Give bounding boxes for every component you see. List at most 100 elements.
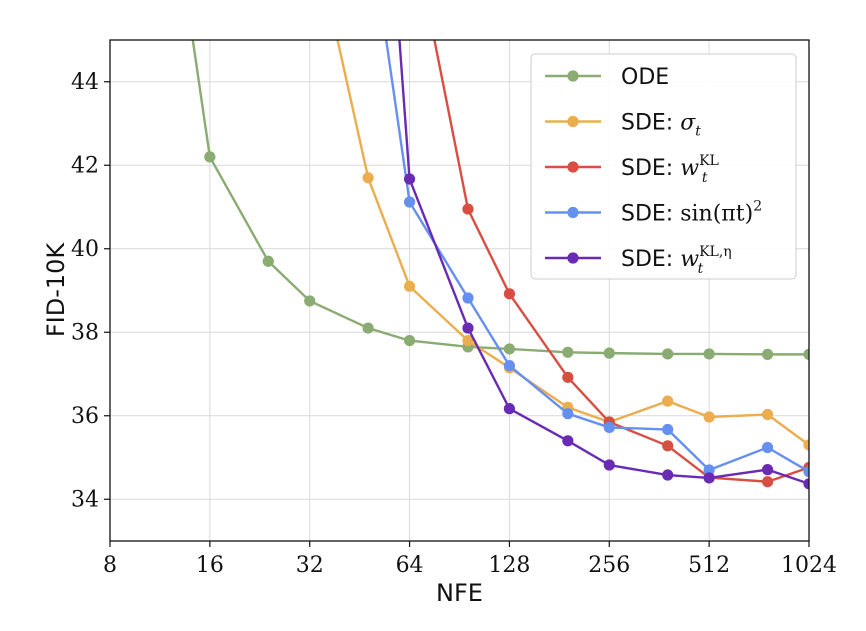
data-point bbox=[304, 295, 316, 307]
legend-label: SDE: wKL,η t bbox=[621, 244, 732, 277]
series-line bbox=[384, 40, 809, 473]
legend-label-part: SDE: bbox=[621, 202, 680, 227]
x-tick-label: 512 bbox=[688, 553, 730, 578]
data-point bbox=[803, 348, 809, 360]
legend-marker bbox=[567, 70, 579, 82]
legend-label-part: t bbox=[695, 124, 701, 140]
legend-label-part: SDE: bbox=[621, 156, 680, 181]
legend-marker bbox=[567, 161, 579, 173]
legend-marker bbox=[567, 115, 579, 128]
data-point bbox=[761, 408, 774, 421]
x-tick-label: 32 bbox=[296, 553, 324, 578]
legend-marker bbox=[567, 206, 579, 219]
data-point bbox=[603, 459, 615, 471]
legend-label-part: σ bbox=[680, 111, 696, 136]
legend-label: SDE: wKL t bbox=[621, 153, 719, 186]
data-point bbox=[262, 255, 274, 267]
data-point bbox=[703, 348, 715, 360]
series-line bbox=[191, 40, 809, 356]
data-point bbox=[503, 343, 516, 355]
data-point bbox=[403, 280, 416, 292]
data-point bbox=[462, 292, 474, 304]
data-point bbox=[462, 322, 474, 334]
data-point bbox=[703, 464, 715, 476]
legend-item: SDE: wKL,η t bbox=[545, 244, 732, 277]
legend-label-part: t bbox=[702, 170, 708, 186]
data-point bbox=[503, 288, 516, 300]
y-tick-label: 38 bbox=[71, 320, 99, 345]
legend-label-part: SDE: bbox=[621, 111, 680, 136]
x-tick-label: 64 bbox=[396, 553, 424, 578]
legend-label-part: w bbox=[680, 247, 699, 272]
data-point bbox=[503, 360, 516, 372]
y-tick-label: 42 bbox=[71, 153, 99, 178]
legend-item: SDE: sin(πt)2 bbox=[545, 199, 762, 227]
data-point bbox=[462, 203, 474, 215]
data-point bbox=[662, 440, 674, 452]
legend-item: ODE bbox=[545, 65, 669, 90]
y-axis-title: FID-10K bbox=[42, 242, 70, 338]
data-point bbox=[761, 464, 774, 476]
legend-label-part: KL,η bbox=[699, 244, 732, 260]
data-point bbox=[562, 408, 574, 420]
legend-label-part: KL bbox=[699, 153, 719, 169]
series-line bbox=[398, 40, 809, 485]
x-tick-label: 8 bbox=[103, 553, 117, 578]
x-tick-label: 256 bbox=[588, 553, 630, 578]
legend-label: SDE: σt bbox=[621, 111, 701, 140]
legend-label-part: ODE bbox=[621, 65, 669, 90]
x-tick-label: 1024 bbox=[781, 553, 837, 578]
data-point bbox=[362, 322, 374, 334]
data-point bbox=[562, 346, 574, 358]
data-point bbox=[503, 403, 516, 415]
data-point bbox=[662, 469, 674, 481]
data-point bbox=[362, 172, 374, 184]
data-point bbox=[462, 335, 474, 347]
x-tick-label: 16 bbox=[196, 553, 224, 578]
y-tick-label: 34 bbox=[71, 487, 99, 512]
data-point bbox=[703, 411, 715, 423]
x-tick-label: 128 bbox=[488, 553, 530, 578]
y-tick-label: 40 bbox=[71, 237, 99, 262]
data-point bbox=[403, 335, 416, 347]
y-tick-label: 36 bbox=[71, 404, 99, 429]
y-tick-label: 44 bbox=[71, 70, 99, 95]
data-point bbox=[662, 395, 674, 407]
legend-label: ODE bbox=[621, 65, 669, 90]
legend-label-part: t bbox=[698, 261, 704, 277]
data-point bbox=[204, 151, 216, 163]
series-0 bbox=[191, 40, 809, 360]
series-group bbox=[191, 40, 809, 490]
legend-label: SDE: sin(πt)2 bbox=[621, 199, 762, 227]
data-point bbox=[603, 347, 615, 359]
data-point bbox=[403, 196, 416, 208]
legend-item: SDE: wKL t bbox=[545, 153, 719, 186]
legend-label-part: w bbox=[680, 156, 699, 181]
data-point bbox=[562, 371, 574, 383]
axis-ticks: 8 16 32 64 128 256 512 1024 34 36 38 40 42 44 bbox=[71, 70, 837, 578]
legend-box bbox=[530, 53, 797, 280]
data-point bbox=[603, 421, 615, 434]
data-point bbox=[803, 466, 809, 478]
data-point bbox=[403, 173, 416, 185]
data-point bbox=[761, 441, 774, 454]
plot-frame bbox=[109, 39, 810, 542]
data-point bbox=[803, 478, 809, 490]
legend-label-part: 2 bbox=[753, 199, 762, 215]
x-axis-title: NFE bbox=[436, 579, 483, 607]
data-point bbox=[761, 348, 774, 360]
data-point bbox=[562, 435, 574, 447]
series-4 bbox=[398, 40, 809, 490]
legend-item: SDE: σt bbox=[545, 111, 701, 140]
data-point bbox=[803, 439, 809, 451]
legend-marker bbox=[567, 252, 579, 264]
data-point bbox=[662, 348, 674, 360]
legend-label-part: sin(πt) bbox=[680, 202, 753, 227]
legend-label-part: SDE: bbox=[621, 247, 680, 272]
data-point bbox=[703, 472, 715, 484]
series-3 bbox=[384, 40, 809, 478]
data-point bbox=[761, 476, 774, 488]
data-point bbox=[662, 423, 674, 436]
